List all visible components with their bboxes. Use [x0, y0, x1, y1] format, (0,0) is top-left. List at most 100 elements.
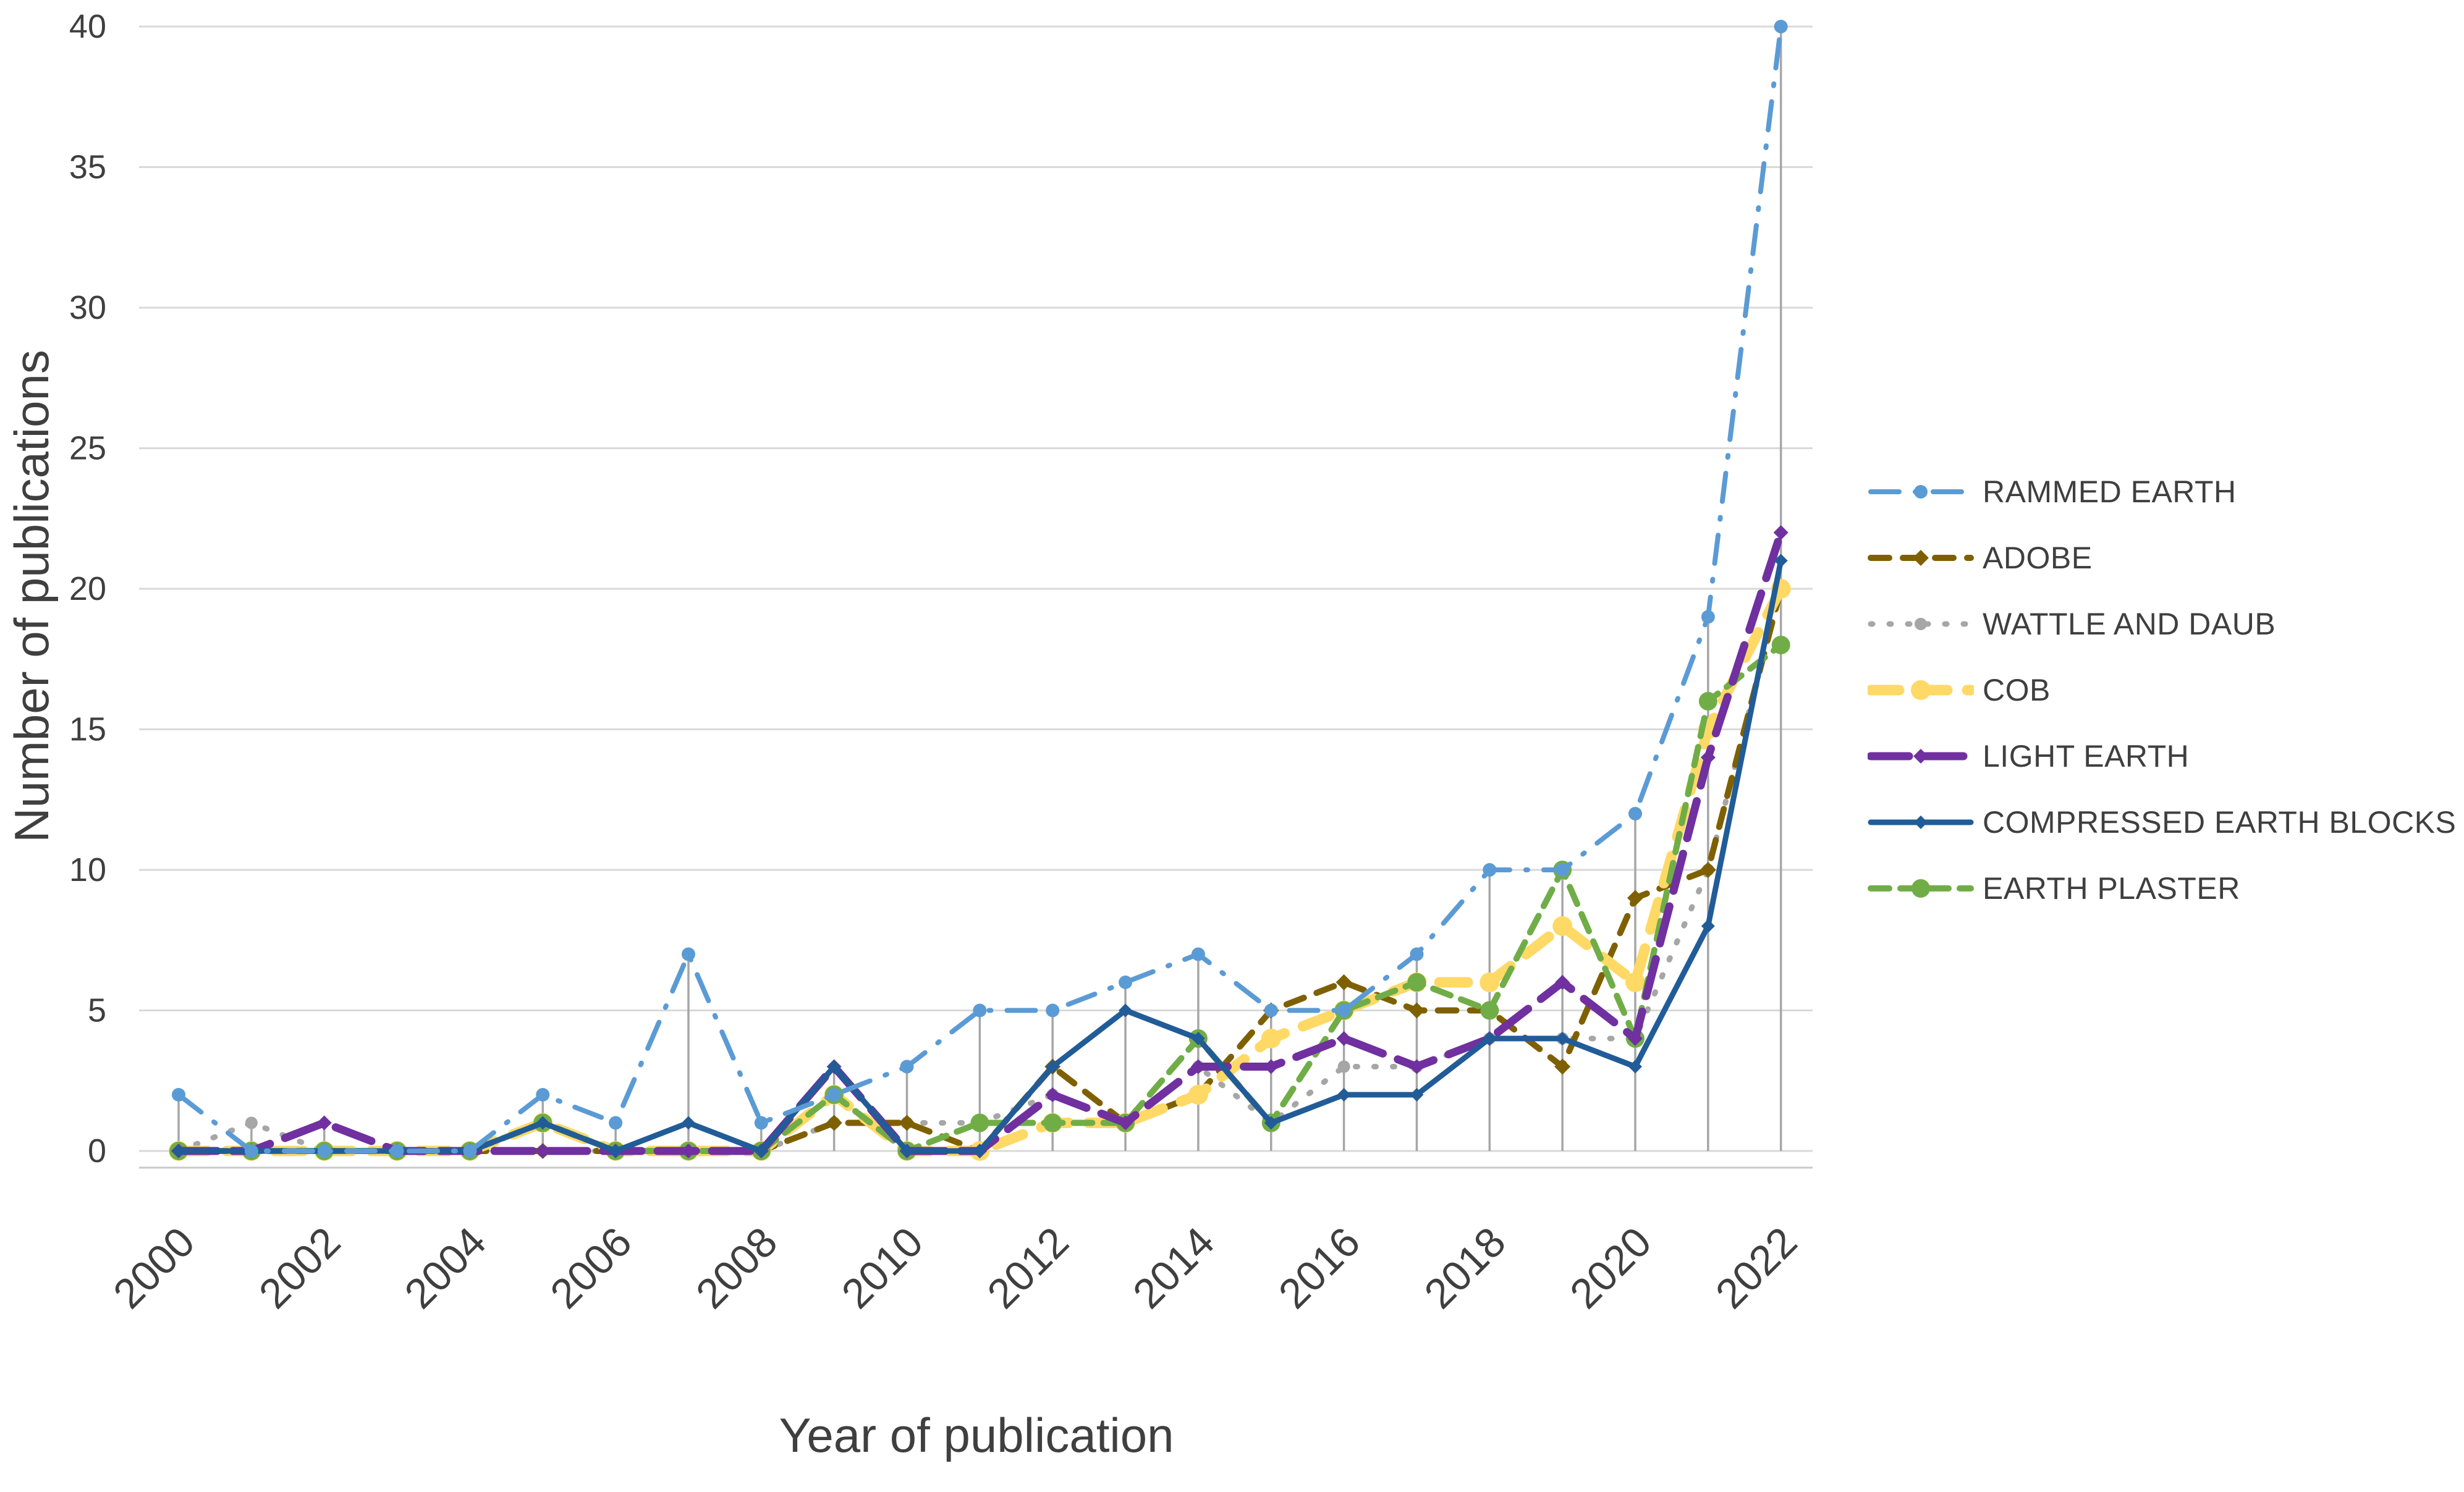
legend-line-sample-icon — [1868, 748, 1974, 764]
y-tick-label-40: 40 — [69, 8, 106, 45]
data-point-marker — [1483, 863, 1497, 877]
y-tick-label-5: 5 — [88, 992, 106, 1029]
x-axis-title: Year of publication — [779, 1408, 1174, 1462]
y-tick-label-35: 35 — [69, 149, 106, 186]
data-point-marker — [1045, 1087, 1061, 1102]
x-tick-label-2006: 2006 — [541, 1218, 641, 1318]
data-point-marker — [244, 1144, 258, 1158]
data-point-marker — [1480, 972, 1500, 992]
data-point-marker — [827, 1060, 841, 1074]
legend-line-sample-icon — [1868, 617, 1974, 630]
data-point-marker — [1556, 863, 1570, 877]
y-tick-label-25: 25 — [69, 430, 106, 467]
legend-item-wattle-and-daub: WATTLE AND DAUB — [1868, 591, 2456, 657]
legend-label: COB — [1983, 672, 2051, 707]
data-point-marker — [1700, 750, 1716, 765]
data-point-marker — [1046, 1060, 1060, 1074]
data-point-marker — [609, 1116, 623, 1130]
data-point-marker — [1119, 1003, 1133, 1018]
x-tick-label-2020: 2020 — [1561, 1218, 1661, 1318]
x-tick-label-2018: 2018 — [1415, 1218, 1515, 1318]
data-point-marker — [900, 1144, 914, 1158]
data-point-marker — [1119, 976, 1133, 989]
data-point-marker — [1628, 1031, 1643, 1046]
data-point-marker — [1118, 1115, 1133, 1131]
horizontal-gridlines — [139, 25, 1813, 1152]
data-point-marker — [970, 1113, 989, 1132]
data-point-marker — [536, 1088, 550, 1102]
data-point-marker — [1701, 610, 1715, 624]
data-point-marker — [1407, 973, 1426, 992]
series-compressed-earth-blocks — [172, 554, 1788, 1158]
data-point-marker — [1261, 1029, 1281, 1048]
data-point-marker — [1263, 1059, 1279, 1074]
data-point-marker — [609, 1144, 623, 1158]
data-point-marker — [1409, 1059, 1425, 1074]
legend-line-sample-icon — [1868, 549, 1974, 566]
data-point-marker — [1628, 1060, 1642, 1074]
data-point-marker — [1337, 1088, 1351, 1102]
x-tick-label-2010: 2010 — [832, 1218, 932, 1318]
data-point-marker — [535, 1144, 551, 1158]
data-point-marker — [1043, 1113, 1062, 1132]
data-point-marker — [973, 1003, 987, 1018]
x-tick-label-2012: 2012 — [978, 1218, 1078, 1318]
data-point-marker — [899, 1115, 915, 1131]
data-point-marker — [681, 947, 695, 961]
y-tick-label-15: 15 — [69, 711, 106, 748]
data-point-marker — [1554, 1058, 1571, 1075]
legend-label: WATTLE AND DAUB — [1983, 606, 2276, 641]
y-tick-label-10: 10 — [69, 851, 106, 888]
y-axis-tick-labels: 0 5 10 15 20 25 30 35 40 — [69, 8, 106, 1170]
data-point-marker — [1191, 1032, 1205, 1045]
series-rammed-earth — [172, 20, 1788, 1158]
data-point-marker — [1337, 1003, 1351, 1018]
data-point-marker — [1698, 692, 1717, 710]
data-point-marker — [1046, 1003, 1060, 1018]
data-point-marker — [1774, 554, 1788, 568]
x-axis-tick-labels: 2000 2002 2004 2006 2008 2010 2012 2014 2016 2018… — [104, 1218, 1806, 1318]
data-point-marker — [1701, 919, 1715, 933]
data-point-marker — [1188, 1085, 1208, 1105]
x-tick-label-2014: 2014 — [1124, 1218, 1224, 1318]
x-tick-label-2002: 2002 — [250, 1218, 350, 1318]
legend-label: EARTH PLASTER — [1983, 870, 2240, 906]
data-point-marker — [681, 1116, 695, 1130]
data-point-marker — [245, 1116, 258, 1129]
data-point-marker — [390, 1144, 404, 1158]
y-tick-label-30: 30 — [69, 289, 106, 326]
legend-item-rammed-earth: RAMMED EARTH — [1868, 458, 2456, 525]
legend-item-light-earth: LIGHT EARTH — [1868, 723, 2456, 789]
data-point-marker — [1191, 947, 1205, 961]
data-point-marker — [1628, 807, 1642, 820]
legend-item-cob: COB — [1868, 657, 2456, 723]
data-point-marker — [754, 1144, 768, 1158]
data-point-marker — [316, 1115, 332, 1131]
y-tick-label-0: 0 — [88, 1132, 106, 1170]
data-point-marker — [1408, 1002, 1425, 1019]
data-point-marker — [1336, 1031, 1352, 1046]
data-point-marker — [317, 1144, 331, 1158]
legend-label: ADOBE — [1983, 540, 2093, 575]
data-point-marker — [1773, 525, 1789, 540]
data-point-marker — [1410, 1088, 1424, 1102]
data-point-marker — [1552, 916, 1573, 936]
legend-label: COMPRESSED EARTH BLOCKS — [1983, 804, 2457, 840]
data-point-marker — [680, 1144, 696, 1158]
data-point-marker — [1264, 1003, 1278, 1018]
data-point-marker — [1771, 636, 1790, 654]
data-point-marker — [1556, 1032, 1570, 1045]
legend-item-compressed-earth-blocks: COMPRESSED EARTH BLOCKS — [1868, 789, 2456, 855]
data-point-marker — [973, 1144, 987, 1158]
data-point-marker — [1555, 975, 1570, 990]
data-point-marker — [827, 1088, 841, 1102]
y-axis-title: Number of publications — [4, 350, 59, 843]
data-point-marker — [1625, 972, 1645, 992]
data-point-marker — [826, 1115, 842, 1131]
legend-label: LIGHT EARTH — [1983, 738, 2190, 773]
x-tick-label-2022: 2022 — [1707, 1218, 1806, 1318]
data-point-marker — [1483, 1032, 1497, 1045]
data-point-marker — [1336, 974, 1352, 990]
